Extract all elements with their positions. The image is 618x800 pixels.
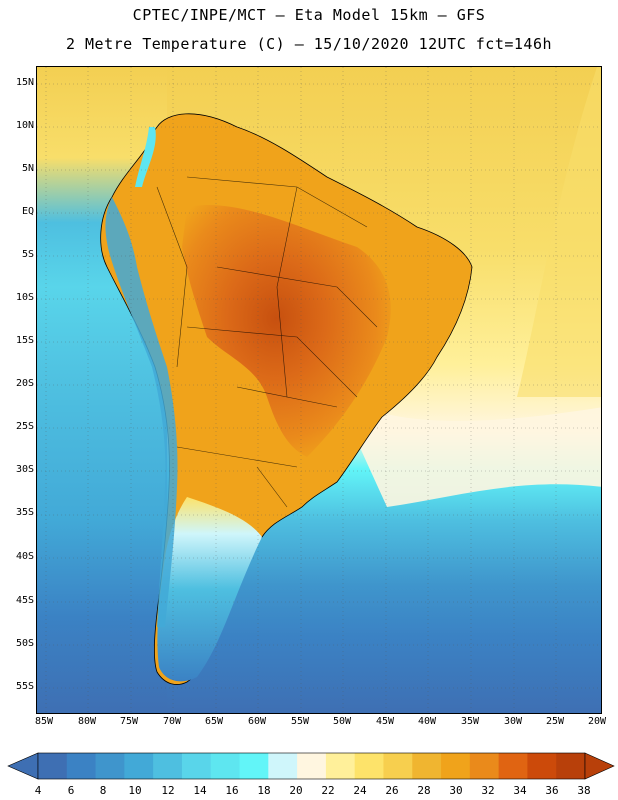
lon-label-30w: 30W [503,716,523,727]
lon-label-60w: 60W [247,716,267,727]
colorbar-right-arrow [584,752,615,780]
colorbar-label: 24 [353,784,367,797]
lat-label-40s: 40S [15,551,34,562]
colorbar-label: 36 [545,784,559,797]
colorbar-cell [239,753,269,779]
colorbar-cell [556,753,586,779]
colorbar-label: 4 [34,784,42,797]
colorbar-cell [66,753,96,779]
colorbar-label: 18 [257,784,271,797]
colorbar-label: 32 [481,784,495,797]
map-grid [37,67,601,713]
lat-label-20s: 20S [15,378,34,389]
colorbar-cell [268,753,298,779]
lat-label-45s: 45S [15,595,34,606]
lon-label-25w: 25W [545,716,565,727]
colorbar-cell [153,753,183,779]
lat-label-25s: 25S [15,421,34,432]
map-title-line1: CPTEC/INPE/MCT – Eta Model 15km – GFS [132,6,486,24]
lon-label-65w: 65W [204,716,224,727]
lat-label-15n: 15N [15,77,34,88]
colorbar-label: 28 [417,784,431,797]
lon-label-40w: 40W [417,716,437,727]
colorbar-frame [37,752,586,780]
colorbar-label: 34 [513,784,527,797]
colorbar-cell [441,753,471,779]
lon-label-75w: 75W [119,716,139,727]
colorbar-label: 38 [577,784,591,797]
lat-label-55s: 55S [15,681,34,692]
lat-label-10s: 10S [15,292,34,303]
colorbar-cell [210,753,240,779]
lat-label-5n: 5N [21,163,34,174]
lon-label-20w: 20W [587,716,607,727]
colorbar-left-arrow [7,752,39,780]
colorbar-cell [469,753,500,779]
lon-label-45w: 45W [375,716,395,727]
lat-label-35s: 35S [15,507,34,518]
lon-label-85w: 85W [34,716,54,727]
colorbar-label: 16 [225,784,239,797]
colorbar-cell [498,753,528,779]
colorbar-cell [383,753,413,779]
colorbar-label: 20 [289,784,303,797]
lat-label-10n: 10N [15,120,34,131]
lon-label-50w: 50W [332,716,352,727]
lon-label-80w: 80W [77,716,97,727]
lat-label-5s: 5S [21,249,34,260]
colorbar-cell [38,753,68,779]
colorbar-cell [297,753,327,779]
colorbar-label: 8 [99,784,107,797]
colorbar-cell [412,753,442,779]
colorbar-label: 30 [449,784,463,797]
colorbar-cell [354,753,384,779]
lat-label-30s: 30S [15,464,34,475]
colorbar-label: 10 [128,784,142,797]
colorbar-cell [124,753,154,779]
colorbar-cell [527,753,557,779]
colorbar-cell [325,753,356,779]
colorbar-label: 22 [321,784,335,797]
lat-label-eq: EQ [21,206,34,217]
lat-label-15s: 15S [15,335,34,346]
map-title-line2: 2 Metre Temperature (C) – 15/10/2020 12U… [65,35,553,53]
lon-label-55w: 55W [290,716,310,727]
temperature-field [37,67,601,713]
colorbar-label: 6 [67,784,75,797]
colorbar-label: 12 [161,784,175,797]
lat-label-50s: 50S [15,638,34,649]
temperature-map [36,66,602,714]
colorbar-label: 26 [385,784,399,797]
colorbar-cell [95,753,125,779]
colorbar-label: 14 [193,784,207,797]
lon-label-35w: 35W [460,716,480,727]
colorbar-cell [181,753,212,779]
lon-label-70w: 70W [162,716,182,727]
